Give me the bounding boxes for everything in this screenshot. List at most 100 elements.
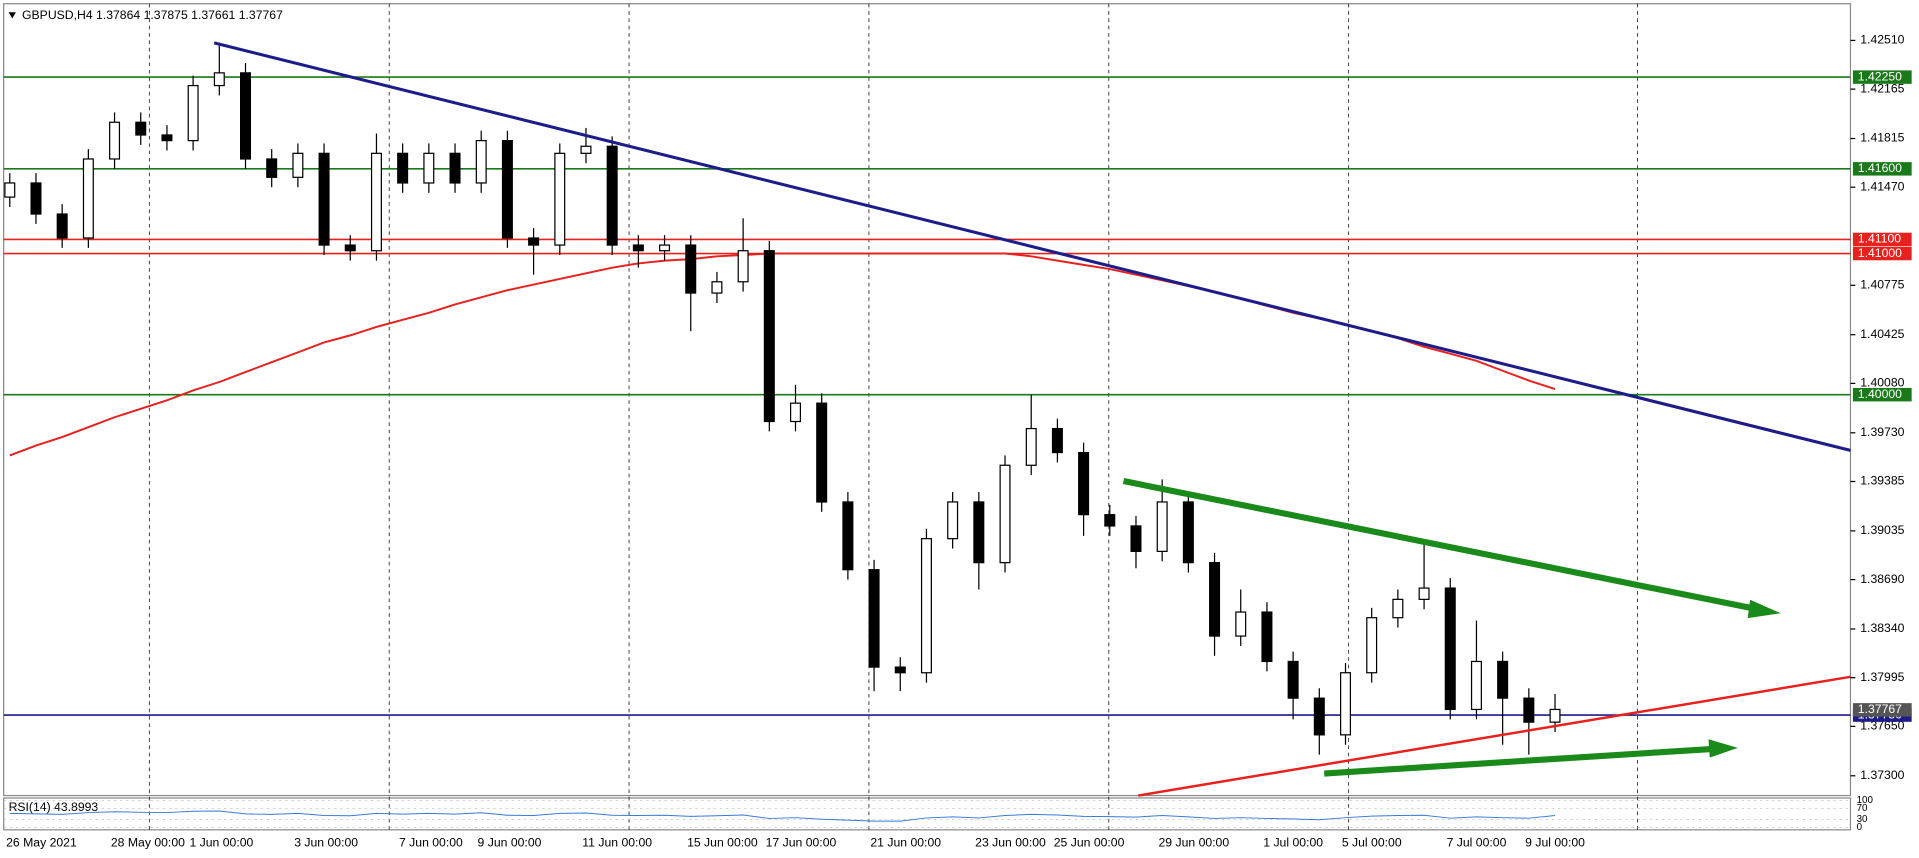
price-axis: 1.42510 1.42165 1.41815 1.41470 1.40775 1.404… [1850,33,1912,782]
candle-body [1418,587,1430,600]
candle-body [292,152,304,178]
candle-body [632,244,644,252]
y-tick-label: 1.41815 [1860,131,1904,145]
candle-body [187,84,199,142]
candle-body [501,140,513,239]
x-tick-label: 1 Jun 00:00 [189,836,253,850]
x-tick-label: 7 Jun 00:00 [399,836,463,850]
candle-body [711,281,723,294]
candle-body [973,501,985,564]
candle-body [1182,501,1194,564]
y-tick-label: 1.41470 [1860,179,1904,193]
x-tick-label: 1 Jul 00:00 [1263,836,1323,850]
candle-body [1104,514,1116,527]
candle-body [580,145,592,154]
y-tick-label: 1.42165 [1860,81,1904,95]
x-tick-label: 17 Jun 00:00 [766,836,837,850]
candle-body [1209,562,1221,637]
x-tick-label: 3 Jun 00:00 [294,836,358,850]
x-tick-label: 23 Jun 00:00 [975,836,1046,850]
level-label-box [1852,162,1912,176]
level-label: 1.41100 [1858,232,1901,246]
candle-body [554,152,566,246]
y-tick-label: 1.40425 [1860,327,1904,341]
x-tick-label: 25 Jun 00:00 [1054,836,1125,850]
rsi-label: RSI(14) 43.8993 [9,800,99,814]
drawings [213,41,1851,797]
x-tick-label: 21 Jun 00:00 [870,836,941,850]
candle-body [1235,611,1247,637]
candle-body [4,182,16,198]
rsi-tick-label: 0 [1857,822,1863,833]
level-label: 1.40000 [1858,387,1902,401]
x-tick-label: 28 May 00:00 [111,836,185,850]
x-tick-label: 26 May 2021 [6,836,77,850]
candle-body [1287,660,1299,699]
candle-body [816,402,828,503]
y-tick-label: 1.40775 [1860,278,1904,292]
y-tick-label: 1.37995 [1860,670,1904,684]
candle-body [266,158,278,178]
candle-body [1078,451,1090,516]
candle-body [30,182,42,215]
rsi-tick-label: 70 [1857,803,1868,814]
candle-body [56,213,68,239]
candle-body [789,402,802,423]
candle-body [894,666,906,674]
y-tick-label: 1.37650 [1860,719,1904,733]
candle-body [606,145,618,246]
candle-body [82,158,94,239]
plot-frame [3,3,1852,797]
candle-body [1470,660,1482,711]
candle-body [1025,427,1037,466]
candle-body [999,464,1011,564]
candle-body [1366,617,1378,674]
y-tick-label: 1.39385 [1860,474,1904,488]
x-tick-label: 29 Jun 00:00 [1158,836,1229,850]
candle-body [475,140,487,184]
candle-body [1549,708,1561,723]
candle-body [659,244,671,252]
current-price-box [1852,703,1912,717]
x-tick-label: 9 Jul 00:00 [1525,836,1585,850]
arrow-head [1747,599,1781,619]
rsi-tick-label: 100 [1857,795,1874,806]
arrow-head [1708,739,1738,758]
y-tick-label: 1.38690 [1860,572,1904,586]
level-label: 1.41000 [1858,246,1902,260]
candle-body [135,121,147,136]
candle-body [1523,697,1535,723]
candle-body [1497,660,1509,699]
level-label-box [1852,246,1912,261]
x-tick-label: 11 Jun 00:00 [582,836,652,850]
candle-body [842,501,854,571]
x-tick-label: 9 Jun 00:00 [478,836,542,850]
chart-title: GBPUSD,H4 1.37864 1.37875 1.37661 1.3776… [22,8,283,22]
candle-body [109,121,121,160]
candle-body [423,152,435,184]
rsi-line [9,810,1556,822]
y-tick-label: 1.39730 [1860,425,1904,439]
candle-body [1156,501,1168,552]
level-label-box [1852,387,1912,402]
arrow-line [1324,745,1712,777]
y-tick-label: 1.42510 [1860,33,1904,47]
y-tick-label: 1.40080 [1860,376,1904,390]
x-tick-label: 5 Jul 00:00 [1342,836,1402,850]
level-label-box [1852,70,1912,84]
level-label-box [1852,232,1912,247]
candle-body [1051,427,1063,454]
resistance-trendline [213,41,1851,452]
candle-body [763,250,775,423]
vertical-grid [148,3,1638,830]
candle-body [1313,697,1325,736]
candle-body [1261,611,1273,663]
y-tick-label: 1.39035 [1860,523,1904,537]
rsi-tick-label: 30 [1857,814,1868,825]
candle-body [344,244,356,252]
candle-body [449,152,461,184]
arrow-line [1122,478,1754,612]
support-trendline [1137,675,1851,797]
menu-triangle [8,12,16,19]
